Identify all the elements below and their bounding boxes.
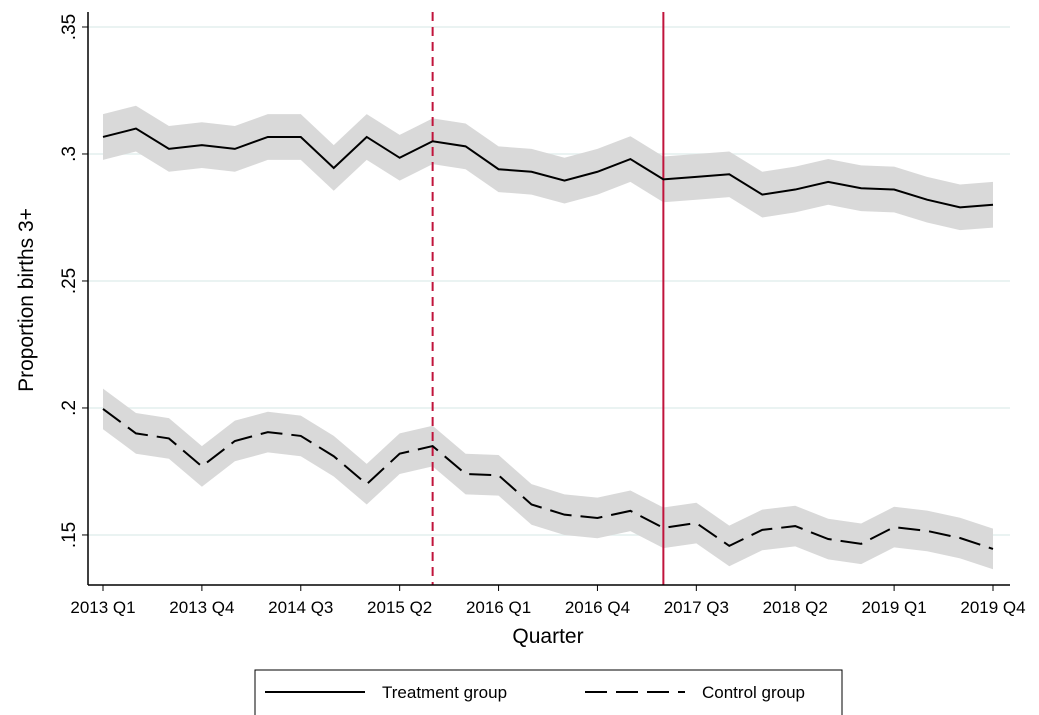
legend-label: Treatment group: [382, 683, 507, 702]
x-tick-label: 2013 Q4: [169, 598, 234, 617]
x-tick-label: 2017 Q3: [664, 598, 729, 617]
y-tick-label: .25: [59, 268, 80, 294]
confidence-band: [103, 388, 993, 570]
x-tick-label: 2015 Q2: [367, 598, 432, 617]
confidence-band: [103, 105, 993, 231]
x-tick-label: 2016 Q1: [466, 598, 531, 617]
legend-label: Control group: [702, 683, 805, 702]
x-tick-label: 2018 Q2: [763, 598, 828, 617]
x-tick-label: 2013 Q1: [70, 598, 135, 617]
series-line: [102, 408, 994, 550]
x-tick-label: 2016 Q4: [565, 598, 630, 617]
y-axis-title: Proportion births 3+: [15, 208, 38, 392]
y-tick-label: .2: [59, 400, 80, 416]
y-tick-label: .3: [59, 146, 80, 162]
series-line: [102, 127, 994, 209]
x-tick-label: 2019 Q4: [960, 598, 1025, 617]
x-tick-label: 2014 Q3: [268, 598, 333, 617]
x-tick-label: 2019 Q1: [861, 598, 926, 617]
y-tick-label: .35: [59, 14, 80, 40]
y-tick-label: .15: [59, 522, 80, 548]
x-axis-title: Quarter: [512, 625, 583, 648]
